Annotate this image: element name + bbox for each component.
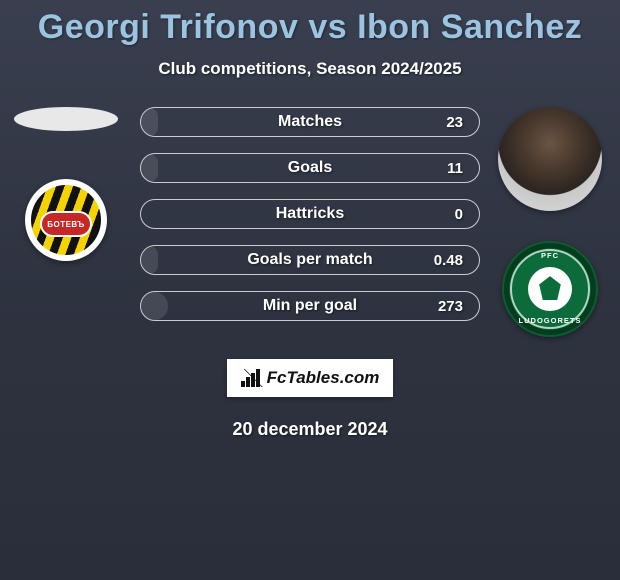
stat-pill: Goals 11 bbox=[140, 153, 480, 183]
date-line: 20 december 2024 bbox=[0, 419, 620, 440]
ludogorets-text-top: PFC bbox=[504, 251, 596, 260]
stat-value: 0.48 bbox=[434, 252, 463, 269]
club-badge-left: БОТЕВЪ bbox=[25, 179, 107, 261]
stat-fill bbox=[141, 246, 158, 274]
stat-value: 23 bbox=[446, 114, 463, 131]
brand-badge[interactable]: FcTables.com bbox=[227, 359, 393, 397]
botev-name-plate: БОТЕВЪ bbox=[40, 211, 92, 237]
page-title: Georgi Trifonov vs Ibon Sanchez bbox=[0, 0, 620, 47]
stat-pill: Min per goal 273 bbox=[140, 291, 480, 321]
stat-pill: Hattricks 0 bbox=[140, 199, 480, 229]
stat-value: 0 bbox=[455, 206, 463, 223]
comparison-panel: БОТЕВЪ Matches 23 Goals 11 Hattricks 0 Goals p… bbox=[0, 107, 620, 347]
stat-pill: Goals per match 0.48 bbox=[140, 245, 480, 275]
subtitle: Club competitions, Season 2024/2025 bbox=[0, 59, 620, 79]
stat-fill bbox=[141, 108, 158, 136]
stat-fill bbox=[141, 292, 168, 320]
stat-label: Goals bbox=[288, 159, 332, 177]
right-player-zone: PFC LUDOGORETS bbox=[490, 107, 610, 337]
player-right-photo bbox=[498, 107, 602, 211]
stat-label: Goals per match bbox=[247, 251, 372, 269]
ludogorets-text-bottom: LUDOGORETS bbox=[504, 316, 596, 325]
brand-text: FcTables.com bbox=[267, 368, 380, 388]
left-player-zone: БОТЕВЪ bbox=[6, 107, 126, 261]
brand-chart-icon bbox=[241, 369, 263, 387]
stat-label: Matches bbox=[278, 113, 342, 131]
stat-label: Min per goal bbox=[263, 297, 357, 315]
stat-value: 11 bbox=[447, 160, 463, 177]
stat-label: Hattricks bbox=[276, 205, 344, 223]
ludogorets-eagle-icon bbox=[528, 267, 572, 311]
stat-pill: Matches 23 bbox=[140, 107, 480, 137]
player-left-photo bbox=[14, 107, 118, 131]
stat-rows: Matches 23 Goals 11 Hattricks 0 Goals per matc… bbox=[140, 107, 480, 337]
stat-value: 273 bbox=[438, 298, 463, 315]
club-badge-right: PFC LUDOGORETS bbox=[502, 241, 598, 337]
stat-fill bbox=[141, 154, 158, 182]
